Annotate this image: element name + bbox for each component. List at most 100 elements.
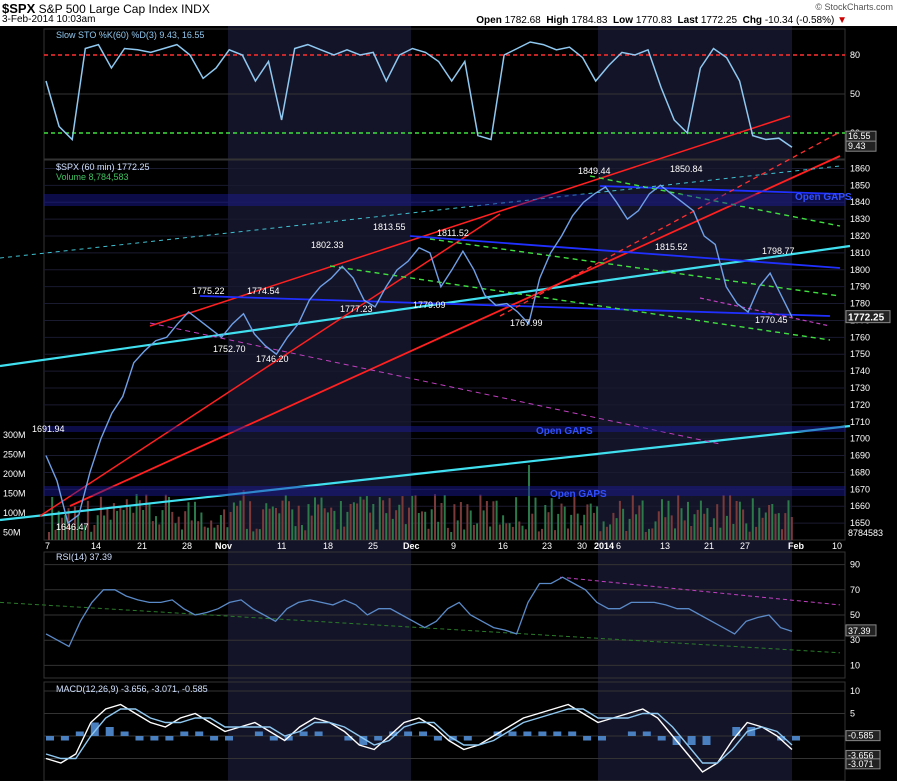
volume-bar <box>440 503 443 540</box>
volume-bar <box>57 510 60 540</box>
macd-histogram-bar <box>568 731 577 736</box>
symbol-title: $SPX S&P 500 Large Cap Index INDX <box>2 1 210 16</box>
volume-bar <box>151 521 154 540</box>
volume-bar <box>742 509 745 540</box>
macd-histogram-bar <box>299 731 308 736</box>
volume-bar <box>722 495 725 540</box>
volume-bar <box>482 510 485 540</box>
volume-bar <box>518 521 521 540</box>
volume-bar <box>375 529 378 540</box>
volume-tick-label: 250M <box>3 450 26 460</box>
macd-histogram-bar <box>210 736 219 741</box>
x-tick-label: 30 <box>577 541 587 551</box>
volume-bar <box>745 523 748 540</box>
volume-bar <box>359 496 362 540</box>
volume-bar <box>119 506 122 540</box>
volume-bar <box>703 513 706 540</box>
volume-bar <box>768 505 771 540</box>
volume-bar <box>505 523 508 540</box>
gap-label: Open GAPS <box>550 489 607 500</box>
volume-bar <box>138 500 141 540</box>
gap-band <box>44 194 845 206</box>
volume-bar <box>661 499 663 540</box>
volume-bar <box>307 504 310 540</box>
volume-bar <box>761 517 764 540</box>
price-tick-label: 1710 <box>850 417 870 427</box>
volume-tick-label: 300M <box>3 430 26 440</box>
price-annotation: 1777.23 <box>340 304 373 314</box>
price-annotation: 1774.54 <box>247 286 280 296</box>
volume-bar <box>339 501 342 540</box>
volume-bar <box>223 509 226 540</box>
volume-bar <box>249 501 252 540</box>
rsi-trend-line <box>0 601 841 654</box>
macd-histogram-bar <box>389 731 398 736</box>
month-shade <box>228 26 411 781</box>
volume-bar <box>210 520 213 540</box>
stochastic-line <box>45 41 793 148</box>
volume-bar <box>534 497 537 540</box>
trend-line <box>599 185 841 195</box>
volume-bar <box>164 494 167 540</box>
volume-bar <box>541 528 543 540</box>
trend-line <box>0 244 851 368</box>
volume-bar <box>446 527 449 540</box>
volume-bar <box>628 518 631 540</box>
volume-bar <box>502 515 505 540</box>
axis-labels: 80502016.559.431650166016701680169017001… <box>3 50 891 770</box>
volume-bar <box>109 519 112 540</box>
price-annotation: 1746.20 <box>256 354 289 364</box>
price-tick-label: 1700 <box>850 434 870 444</box>
macd-tick-label: 5 <box>850 709 855 719</box>
volume-bar <box>268 508 271 540</box>
macd-panel-frame <box>43 681 846 781</box>
gap-band <box>44 486 845 496</box>
trend-line <box>429 238 841 297</box>
macd-histogram-bar <box>538 731 547 736</box>
macd-legend: MACD(12,26,9) -3.656, -3.071, -0.585 <box>56 684 208 694</box>
volume-bar <box>751 498 754 540</box>
volume-bar <box>122 509 125 540</box>
volume-bar <box>531 513 534 540</box>
volume-bar <box>64 514 67 540</box>
volume-bar <box>372 504 375 540</box>
volume-bar <box>129 506 132 540</box>
price-tick-label: 1760 <box>850 332 870 342</box>
volume-bar <box>385 513 388 540</box>
volume-bar <box>781 529 783 540</box>
volume-bar <box>317 504 320 540</box>
volume-bar <box>670 515 673 540</box>
volume-bar <box>421 511 423 540</box>
x-tick-label: 21 <box>704 541 714 551</box>
volume-bar <box>184 511 187 540</box>
volume-bar <box>232 502 235 540</box>
volume-bar <box>563 506 566 540</box>
rsi-tick-label: 90 <box>850 560 860 570</box>
x-tick-label: 10 <box>832 541 842 551</box>
price-annotation: 1775.22 <box>192 286 225 296</box>
rsi-value-box <box>845 624 877 637</box>
price-annotation: 1811.52 <box>437 228 469 238</box>
volume-bar <box>657 511 660 540</box>
x-tick-label: 13 <box>660 541 670 551</box>
x-tick-label: 28 <box>182 541 192 551</box>
brand-label: © StockCharts.com <box>815 2 893 12</box>
volume-bar <box>479 494 482 540</box>
volume-bar <box>320 497 323 540</box>
x-tick-label: 16 <box>498 541 508 551</box>
volume-bar <box>554 530 556 540</box>
price-tick-label: 1850 <box>850 180 870 190</box>
price-tick-label: 1840 <box>850 197 870 207</box>
volume-bar <box>395 510 398 540</box>
volume-bar <box>631 495 634 540</box>
timestamp: 3-Feb-2014 10:03am <box>2 14 96 25</box>
legends: Slow STO %K(60) %D(3) 9.43, 16.55 $SPX (6… <box>56 30 208 694</box>
volume-bar <box>774 513 777 540</box>
volume-bar <box>229 512 232 540</box>
macd-histogram-bar <box>284 736 293 741</box>
volume-bar <box>459 502 462 540</box>
volume-bar <box>537 531 540 540</box>
volume-bar <box>508 523 511 540</box>
volume-bar <box>194 501 196 540</box>
trend-line <box>149 115 791 327</box>
